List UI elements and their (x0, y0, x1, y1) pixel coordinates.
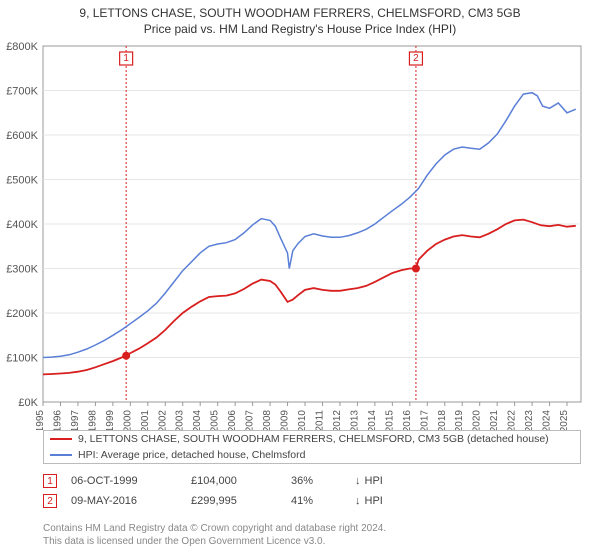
svg-text:£400K: £400K (6, 219, 38, 231)
sale-row: 2 09-MAY-2016£299,99541% ↓ HPI (43, 494, 383, 508)
sales-table: 1 06-OCT-1999£104,00036% ↓ HPI 2 09-MAY-2016£… (43, 474, 383, 514)
svg-text:2003: 2003 (175, 410, 186, 430)
legend-label: 9, LETTONS CHASE, SOUTH WOODHAM FERRERS,… (78, 433, 549, 445)
sale-marker: 2 (43, 494, 57, 508)
sale-vs: HPI (365, 475, 383, 487)
footnote: Contains HM Land Registry data © Crown c… (43, 522, 386, 548)
svg-text:2011: 2011 (314, 410, 325, 430)
svg-text:1998: 1998 (87, 410, 98, 430)
svg-text:1999: 1999 (105, 410, 116, 430)
sale-price: £104,000 (191, 475, 291, 487)
legend-swatch (50, 438, 72, 440)
svg-text:2007: 2007 (245, 410, 256, 430)
legend: 9, LETTONS CHASE, SOUTH WOODHAM FERRERS,… (43, 430, 581, 464)
svg-text:2019: 2019 (454, 410, 465, 430)
svg-text:2010: 2010 (297, 410, 308, 430)
svg-text:2017: 2017 (419, 410, 430, 430)
legend-item-hpi: HPI: Average price, detached house, Chel… (44, 447, 580, 463)
sale-marker: 1 (43, 474, 57, 488)
svg-text:1995: 1995 (35, 410, 46, 430)
svg-text:2022: 2022 (507, 410, 518, 430)
footnote-line2: This data is licensed under the Open Gov… (43, 535, 386, 548)
svg-text:1996: 1996 (52, 410, 63, 430)
svg-text:£600K: £600K (6, 130, 38, 142)
sale-date: 06-OCT-1999 (71, 475, 191, 487)
legend-label: HPI: Average price, detached house, Chel… (78, 449, 305, 461)
arrow-down-icon: ↓ (355, 495, 361, 507)
sale-vs: HPI (365, 495, 383, 507)
svg-text:2001: 2001 (140, 410, 151, 430)
svg-text:2023: 2023 (524, 410, 535, 430)
svg-text:1: 1 (123, 53, 129, 64)
svg-text:2009: 2009 (280, 410, 291, 430)
legend-swatch (50, 454, 72, 456)
svg-text:2012: 2012 (332, 410, 343, 430)
svg-text:2005: 2005 (210, 410, 221, 430)
svg-text:£800K: £800K (6, 41, 38, 53)
svg-text:2018: 2018 (437, 410, 448, 430)
svg-text:2006: 2006 (227, 410, 238, 430)
arrow-down-icon: ↓ (355, 475, 361, 487)
svg-text:2021: 2021 (489, 410, 500, 430)
svg-text:2: 2 (413, 53, 419, 64)
svg-text:2015: 2015 (384, 410, 395, 430)
svg-text:2025: 2025 (559, 410, 570, 430)
svg-text:£700K: £700K (6, 86, 38, 98)
svg-text:2000: 2000 (122, 410, 133, 430)
svg-text:2014: 2014 (367, 410, 378, 430)
sale-date: 09-MAY-2016 (71, 495, 191, 507)
svg-text:£200K: £200K (6, 308, 38, 320)
legend-item-property: 9, LETTONS CHASE, SOUTH WOODHAM FERRERS,… (44, 431, 580, 447)
sale-price: £299,995 (191, 495, 291, 507)
svg-text:2008: 2008 (262, 410, 273, 430)
svg-text:1997: 1997 (70, 410, 81, 430)
svg-text:£0K: £0K (18, 397, 38, 409)
svg-text:£300K: £300K (6, 264, 38, 276)
svg-text:£500K: £500K (6, 175, 38, 187)
svg-text:2002: 2002 (157, 410, 168, 430)
footnote-line1: Contains HM Land Registry data © Crown c… (43, 522, 386, 535)
svg-text:2024: 2024 (542, 410, 553, 430)
svg-text:2016: 2016 (402, 410, 413, 430)
svg-text:£100K: £100K (6, 353, 38, 365)
sale-pct: 36% (291, 475, 351, 487)
sale-row: 1 06-OCT-1999£104,00036% ↓ HPI (43, 474, 383, 488)
sale-pct: 41% (291, 495, 351, 507)
svg-text:2004: 2004 (192, 410, 203, 430)
svg-text:2013: 2013 (349, 410, 360, 430)
svg-text:2020: 2020 (472, 410, 483, 430)
price-chart: £0K £100K £200K £300K £400K £500K £600K £700K £8… (0, 0, 600, 430)
